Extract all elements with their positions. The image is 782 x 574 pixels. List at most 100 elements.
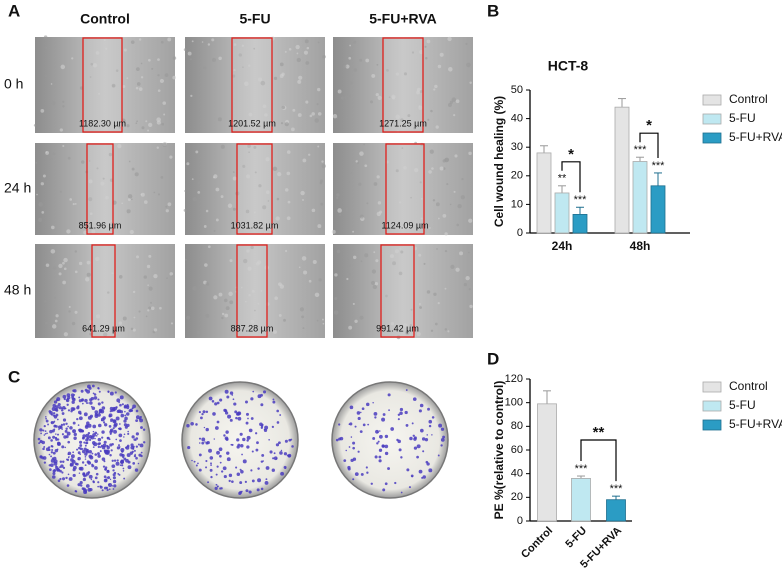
- cell-texture: [465, 42, 468, 46]
- colony: [438, 423, 443, 428]
- colony: [208, 448, 212, 453]
- colony: [260, 487, 264, 491]
- cell-texture: [204, 263, 208, 267]
- colony: [121, 464, 124, 467]
- colony: [349, 405, 354, 410]
- colony: [62, 466, 66, 469]
- colony: [132, 445, 135, 448]
- colony: [241, 453, 243, 456]
- cell-texture: [300, 190, 305, 196]
- colony: [106, 436, 110, 440]
- colony: [101, 406, 106, 410]
- cell-texture: [359, 315, 364, 320]
- cell-texture: [366, 202, 369, 205]
- colony: [64, 446, 67, 449]
- colony: [79, 447, 83, 451]
- cell-texture: [45, 46, 48, 49]
- cell-texture: [62, 105, 65, 108]
- colony: [378, 455, 382, 459]
- cell-texture: [444, 157, 449, 163]
- colony: [56, 418, 59, 421]
- colony: [78, 396, 81, 399]
- colony: [72, 468, 76, 472]
- significance-stars: ***: [574, 194, 588, 206]
- colony: [232, 398, 235, 401]
- cell-texture: [437, 302, 440, 305]
- colony: [374, 455, 378, 459]
- colony: [52, 403, 57, 408]
- colony: [118, 444, 120, 447]
- colony: [94, 410, 99, 414]
- colony: [77, 451, 81, 455]
- colony: [216, 465, 219, 468]
- y-tick-label: 0: [517, 515, 523, 527]
- cell-texture: [74, 202, 77, 205]
- cell-texture: [159, 78, 165, 84]
- colony: [424, 438, 429, 442]
- cell-texture: [167, 202, 172, 207]
- cell-texture: [373, 251, 376, 254]
- cell-texture: [348, 181, 351, 184]
- cell-texture: [398, 201, 402, 204]
- colony: [412, 397, 417, 401]
- colony: [38, 442, 41, 445]
- colony: [279, 414, 282, 416]
- cell-texture: [343, 64, 347, 69]
- cell-texture: [298, 266, 301, 269]
- cell-texture: [439, 52, 444, 57]
- colony: [97, 481, 100, 484]
- cell-texture: [373, 182, 378, 186]
- cell-texture: [435, 202, 440, 207]
- cell-texture: [63, 332, 68, 337]
- colony: [248, 428, 253, 433]
- colony: [101, 430, 105, 434]
- colony: [113, 459, 117, 462]
- colony: [225, 437, 229, 441]
- colony: [139, 443, 144, 448]
- cell-texture: [220, 195, 224, 199]
- colony: [357, 450, 360, 453]
- colony: [381, 444, 385, 448]
- colony: [400, 491, 403, 494]
- culture-dish: [331, 381, 449, 499]
- colony: [126, 444, 130, 448]
- cell-texture: [207, 245, 211, 249]
- colony: [208, 396, 213, 401]
- colony: [120, 460, 124, 464]
- colony: [67, 473, 70, 476]
- colony: [41, 456, 45, 460]
- colony: [88, 474, 93, 479]
- colony: [87, 402, 89, 404]
- gap-measurement: 1124.09 µm: [381, 220, 428, 230]
- cell-texture: [453, 113, 456, 117]
- cell-texture: [316, 103, 319, 106]
- cell-texture: [62, 280, 66, 285]
- cell-texture: [148, 254, 152, 258]
- colony: [75, 462, 79, 466]
- cell-texture: [305, 100, 309, 104]
- cell-texture: [74, 270, 78, 274]
- cell-texture: [419, 90, 423, 93]
- cell-texture: [331, 229, 336, 234]
- colony: [81, 449, 86, 454]
- cell-texture: [377, 95, 382, 100]
- y-tick-label: 20: [511, 170, 523, 182]
- micrograph: [35, 37, 175, 133]
- cell-texture: [381, 325, 385, 329]
- colony: [51, 407, 56, 411]
- bar: [572, 214, 588, 234]
- cell-texture: [38, 202, 43, 207]
- cell-texture: [242, 66, 244, 68]
- cell-texture: [102, 177, 105, 180]
- colony: [110, 449, 113, 452]
- cell-texture: [130, 327, 134, 331]
- cell-texture: [467, 251, 470, 254]
- cell-texture: [335, 196, 339, 200]
- cell-texture: [157, 193, 161, 196]
- colony: [92, 446, 95, 448]
- cell-texture: [410, 308, 413, 311]
- cell-texture: [50, 249, 56, 254]
- cell-texture: [96, 314, 101, 319]
- colony: [101, 401, 104, 404]
- cell-texture: [221, 312, 225, 316]
